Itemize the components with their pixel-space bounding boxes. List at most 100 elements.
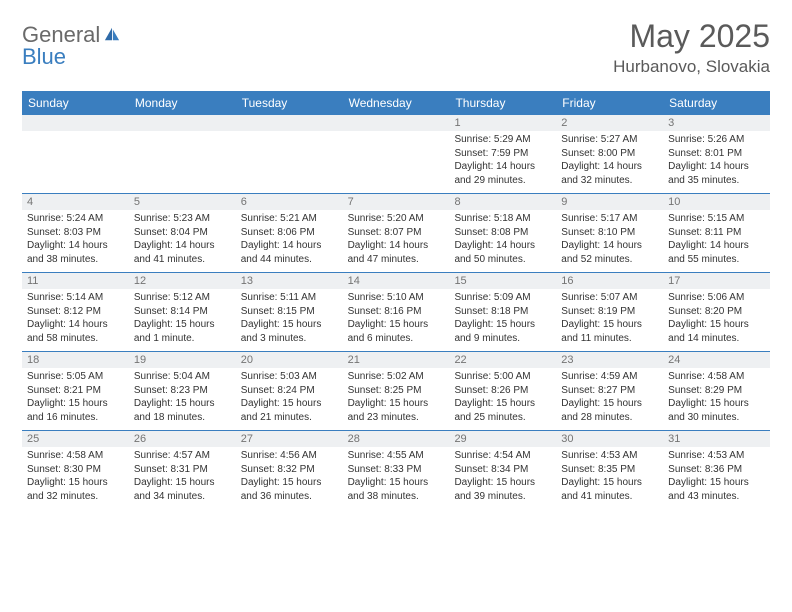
day-number: 13: [236, 273, 343, 289]
daylight-text: Daylight: 15 hours: [134, 397, 231, 411]
day-number: 17: [663, 273, 770, 289]
sunrise-text: Sunrise: 4:55 AM: [348, 449, 445, 463]
sunrise-text: Sunrise: 4:59 AM: [561, 370, 658, 384]
sunrise-text: Sunrise: 5:04 AM: [134, 370, 231, 384]
empty-daynum: [129, 115, 236, 131]
day-cell: 10Sunrise: 5:15 AMSunset: 8:11 PMDayligh…: [663, 194, 770, 272]
daylight-text: and 34 minutes.: [134, 490, 231, 504]
daylight-text: and 25 minutes.: [454, 411, 551, 425]
day-number: 1: [449, 115, 556, 131]
day-cell: 2Sunrise: 5:27 AMSunset: 8:00 PMDaylight…: [556, 115, 663, 193]
day-number: 20: [236, 352, 343, 368]
weekday-col-4: Thursday: [449, 91, 556, 115]
sunset-text: Sunset: 8:36 PM: [668, 463, 765, 477]
sunrise-text: Sunrise: 5:23 AM: [134, 212, 231, 226]
sunrise-text: Sunrise: 5:24 AM: [27, 212, 124, 226]
daylight-text: and 9 minutes.: [454, 332, 551, 346]
sunrise-text: Sunrise: 5:05 AM: [27, 370, 124, 384]
daylight-text: Daylight: 15 hours: [27, 397, 124, 411]
sunrise-text: Sunrise: 5:10 AM: [348, 291, 445, 305]
daylight-text: and 6 minutes.: [348, 332, 445, 346]
empty-cell: [22, 115, 129, 193]
day-number: 29: [449, 431, 556, 447]
day-number: 6: [236, 194, 343, 210]
daylight-text: and 21 minutes.: [241, 411, 338, 425]
daylight-text: and 55 minutes.: [668, 253, 765, 267]
sunrise-text: Sunrise: 4:53 AM: [668, 449, 765, 463]
day-cell: 5Sunrise: 5:23 AMSunset: 8:04 PMDaylight…: [129, 194, 236, 272]
daylight-text: and 32 minutes.: [27, 490, 124, 504]
sunset-text: Sunset: 8:31 PM: [134, 463, 231, 477]
daylight-text: Daylight: 15 hours: [241, 476, 338, 490]
sunrise-text: Sunrise: 5:20 AM: [348, 212, 445, 226]
day-number: 26: [129, 431, 236, 447]
sunrise-text: Sunrise: 4:57 AM: [134, 449, 231, 463]
empty-cell: [236, 115, 343, 193]
daylight-text: and 43 minutes.: [668, 490, 765, 504]
sunset-text: Sunset: 8:10 PM: [561, 226, 658, 240]
calendar-location: Hurbanovo, Slovakia: [613, 57, 770, 77]
day-cell: 31Sunrise: 4:53 AMSunset: 8:36 PMDayligh…: [663, 431, 770, 509]
day-cell: 1Sunrise: 5:29 AMSunset: 7:59 PMDaylight…: [449, 115, 556, 193]
daylight-text: Daylight: 14 hours: [27, 318, 124, 332]
day-number: 24: [663, 352, 770, 368]
daylight-text: and 29 minutes.: [454, 174, 551, 188]
daylight-text: Daylight: 14 hours: [561, 239, 658, 253]
weeks-container: 1Sunrise: 5:29 AMSunset: 7:59 PMDaylight…: [22, 115, 770, 509]
day-number: 22: [449, 352, 556, 368]
sunset-text: Sunset: 8:29 PM: [668, 384, 765, 398]
sunset-text: Sunset: 8:14 PM: [134, 305, 231, 319]
sunset-text: Sunset: 8:04 PM: [134, 226, 231, 240]
daylight-text: and 36 minutes.: [241, 490, 338, 504]
sunset-text: Sunset: 8:19 PM: [561, 305, 658, 319]
daylight-text: Daylight: 15 hours: [668, 397, 765, 411]
sunset-text: Sunset: 8:20 PM: [668, 305, 765, 319]
sunset-text: Sunset: 8:25 PM: [348, 384, 445, 398]
sunset-text: Sunset: 8:34 PM: [454, 463, 551, 477]
daylight-text: Daylight: 15 hours: [454, 476, 551, 490]
daylight-text: Daylight: 15 hours: [348, 397, 445, 411]
weekday-col-1: Monday: [129, 91, 236, 115]
day-cell: 4Sunrise: 5:24 AMSunset: 8:03 PMDaylight…: [22, 194, 129, 272]
empty-daynum: [22, 115, 129, 131]
sunrise-text: Sunrise: 4:53 AM: [561, 449, 658, 463]
sunrise-text: Sunrise: 5:14 AM: [27, 291, 124, 305]
daylight-text: Daylight: 15 hours: [241, 397, 338, 411]
day-number: 8: [449, 194, 556, 210]
sunset-text: Sunset: 8:11 PM: [668, 226, 765, 240]
sunrise-text: Sunrise: 5:15 AM: [668, 212, 765, 226]
week-row: 18Sunrise: 5:05 AMSunset: 8:21 PMDayligh…: [22, 351, 770, 430]
daylight-text: and 14 minutes.: [668, 332, 765, 346]
weekday-col-2: Tuesday: [236, 91, 343, 115]
day-number: 7: [343, 194, 450, 210]
sunset-text: Sunset: 8:35 PM: [561, 463, 658, 477]
sunrise-text: Sunrise: 5:06 AM: [668, 291, 765, 305]
day-cell: 18Sunrise: 5:05 AMSunset: 8:21 PMDayligh…: [22, 352, 129, 430]
day-number: 28: [343, 431, 450, 447]
day-cell: 29Sunrise: 4:54 AMSunset: 8:34 PMDayligh…: [449, 431, 556, 509]
sunrise-text: Sunrise: 5:18 AM: [454, 212, 551, 226]
day-number: 9: [556, 194, 663, 210]
calendar-title: May 2025: [613, 18, 770, 55]
weekday-col-5: Friday: [556, 91, 663, 115]
daylight-text: Daylight: 14 hours: [348, 239, 445, 253]
daylight-text: and 3 minutes.: [241, 332, 338, 346]
daylight-text: Daylight: 14 hours: [561, 160, 658, 174]
daylight-text: and 38 minutes.: [348, 490, 445, 504]
day-cell: 25Sunrise: 4:58 AMSunset: 8:30 PMDayligh…: [22, 431, 129, 509]
day-cell: 21Sunrise: 5:02 AMSunset: 8:25 PMDayligh…: [343, 352, 450, 430]
day-cell: 16Sunrise: 5:07 AMSunset: 8:19 PMDayligh…: [556, 273, 663, 351]
sunrise-text: Sunrise: 4:58 AM: [27, 449, 124, 463]
sunset-text: Sunset: 8:33 PM: [348, 463, 445, 477]
daylight-text: Daylight: 14 hours: [668, 160, 765, 174]
daylight-text: and 38 minutes.: [27, 253, 124, 267]
day-cell: 30Sunrise: 4:53 AMSunset: 8:35 PMDayligh…: [556, 431, 663, 509]
day-cell: 7 Sunrise: 5:20 AMSunset: 8:07 PMDaylight…: [343, 194, 450, 272]
daylight-text: Daylight: 14 hours: [27, 239, 124, 253]
empty-daynum: [236, 115, 343, 131]
day-number: 25: [22, 431, 129, 447]
daylight-text: and 23 minutes.: [348, 411, 445, 425]
daylight-text: Daylight: 15 hours: [134, 476, 231, 490]
sunrise-text: Sunrise: 5:09 AM: [454, 291, 551, 305]
sunset-text: Sunset: 8:07 PM: [348, 226, 445, 240]
